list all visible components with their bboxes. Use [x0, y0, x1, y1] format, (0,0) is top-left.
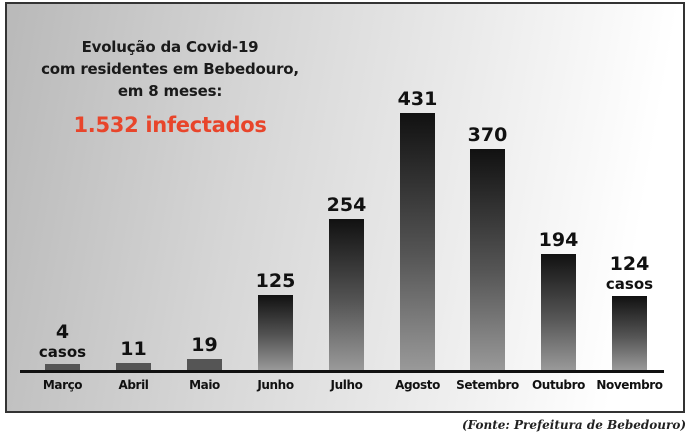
x-tick-label: Março: [42, 378, 83, 392]
bar-outubro: [541, 254, 576, 370]
total-infected: 1.532 infectados: [73, 113, 267, 137]
unit-label: casos: [38, 343, 87, 361]
chart-title: Evolução da Covid-19 com residentes em B…: [40, 36, 300, 102]
value-label: 254: [326, 194, 367, 216]
bar-abril: [116, 363, 151, 370]
x-tick-label: Novembro: [596, 378, 663, 392]
x-tick-label: Abril: [118, 378, 149, 392]
source-note: (Fonte: Prefeitura de Bebedouro): [461, 418, 686, 432]
value-label: 11: [120, 338, 147, 360]
value-label: 194: [538, 229, 579, 251]
x-axis-line: [20, 370, 664, 373]
unit-label: casos: [605, 275, 654, 293]
value-label: 4: [55, 321, 70, 343]
value-label: 125: [255, 270, 296, 292]
value-label: 124: [609, 253, 650, 275]
x-tick-label: Outubro: [532, 378, 585, 392]
x-tick-label: Julho: [330, 378, 363, 392]
title-line-3: em 8 meses:: [117, 82, 223, 100]
bar-maio: [187, 359, 222, 370]
bar-junho: [258, 295, 293, 370]
bar-agosto: [400, 113, 435, 370]
bar-julho: [329, 219, 364, 370]
title-line-2: com residentes em Bebedouro,: [41, 60, 299, 78]
value-label: 19: [191, 334, 218, 356]
value-label: 370: [467, 124, 508, 146]
bar-março: [45, 364, 80, 370]
title-line-1: Evolução da Covid-19: [81, 38, 259, 56]
x-tick-label: Maio: [189, 378, 220, 392]
bar-novembro: [612, 296, 647, 370]
value-label: 431: [397, 88, 438, 110]
x-tick-label: Agosto: [395, 378, 440, 392]
x-tick-label: Junho: [257, 378, 294, 392]
x-tick-label: Setembro: [456, 378, 519, 392]
bar-setembro: [470, 149, 505, 370]
